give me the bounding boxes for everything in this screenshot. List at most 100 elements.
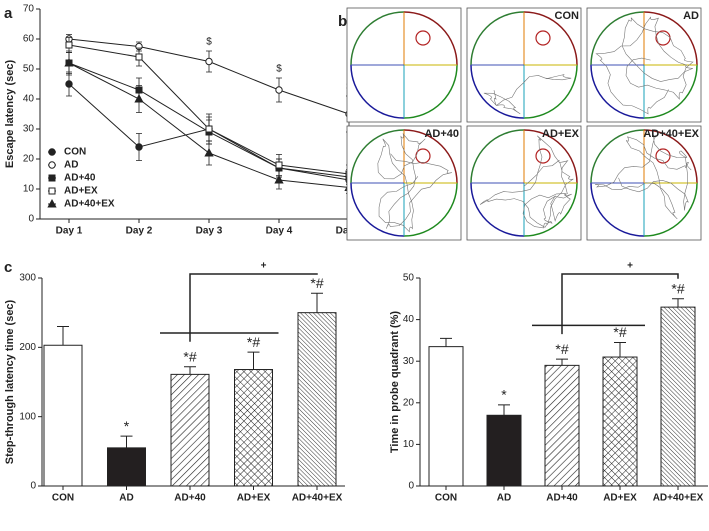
marker	[205, 125, 213, 133]
bar	[660, 306, 696, 487]
panel-label: c	[4, 259, 12, 276]
legend-label: AD	[64, 160, 78, 171]
annotation: *	[501, 387, 507, 403]
bar	[107, 447, 146, 487]
y-tick-label: 200	[19, 342, 36, 353]
y-tick-label: 0	[408, 481, 414, 492]
annotation: *	[124, 418, 130, 434]
platform	[655, 148, 671, 164]
x-tick-label: AD+40	[174, 493, 206, 504]
pool-arc	[403, 11, 458, 66]
bracket	[189, 273, 318, 342]
legend-marker	[48, 161, 56, 169]
marker	[275, 161, 283, 169]
pool-arc	[350, 129, 405, 184]
x-tick-label: AD+EX	[237, 493, 271, 504]
x-tick-label: AD+40+EX	[292, 493, 343, 504]
y-tick-label: 70	[23, 4, 35, 15]
legend-marker	[47, 198, 57, 208]
swim-path	[479, 135, 574, 229]
marker	[134, 93, 144, 103]
marker	[274, 174, 284, 184]
pool-arc	[403, 129, 458, 184]
platform	[655, 30, 671, 46]
x-tick-label: Day 4	[266, 226, 293, 237]
pool-arc	[590, 129, 645, 184]
pool-arc	[590, 11, 645, 66]
pool-arc	[590, 182, 645, 237]
bracket-label: +	[261, 261, 267, 272]
x-tick-label: AD	[497, 493, 511, 504]
annotation: $	[276, 64, 282, 75]
marker	[65, 80, 73, 88]
swim-path	[483, 74, 572, 115]
bracket	[561, 273, 679, 335]
platform	[535, 148, 551, 164]
y-tick-label: 10	[403, 439, 415, 450]
marker	[64, 57, 74, 67]
pool-arc	[523, 182, 578, 237]
x-tick-label: CON	[435, 493, 457, 504]
y-tick-label: 0	[30, 481, 36, 492]
pool-arc	[470, 64, 525, 119]
pool-arc	[403, 64, 458, 119]
pool-label: AD+EX	[542, 128, 580, 140]
x-tick-label: Day 1	[56, 226, 83, 237]
legend-label: AD+40+EX	[64, 199, 115, 210]
y-tick-label: 300	[19, 273, 36, 284]
annotation: $	[206, 37, 212, 48]
x-tick-label: AD	[119, 493, 133, 504]
marker	[204, 147, 214, 157]
bar	[602, 356, 638, 487]
legend-marker	[48, 187, 56, 195]
panel-label: a	[4, 5, 13, 22]
y-tick-label: 100	[19, 411, 36, 422]
bar	[486, 414, 522, 487]
pool-arc	[643, 64, 698, 119]
annotation: *#	[247, 334, 260, 350]
pool-arc	[470, 11, 525, 66]
x-tick-label: Day 2	[126, 226, 153, 237]
y-axis-title: Escape latency (sec)	[4, 60, 16, 169]
bar	[234, 369, 273, 487]
platform	[415, 30, 431, 46]
y-tick-label: 0	[28, 214, 34, 225]
bar	[428, 346, 464, 487]
y-tick-label: 40	[23, 94, 35, 105]
pool-arc	[643, 129, 698, 184]
pool-label: AD+40+EX	[643, 128, 699, 140]
bar	[544, 364, 580, 487]
pool-arc	[523, 11, 578, 66]
y-tick-label: 20	[23, 154, 35, 165]
pool-arc	[643, 182, 698, 237]
pool-label: AD	[683, 10, 699, 22]
annotation: *#	[671, 281, 684, 297]
pool-arc	[523, 129, 578, 184]
platform	[535, 30, 551, 46]
pool-arc	[470, 182, 525, 237]
y-tick-label: 50	[403, 273, 415, 284]
annotation: *#	[310, 275, 323, 291]
pool-arc	[643, 11, 698, 66]
legend-label: AD+40	[64, 173, 96, 184]
annotation: *#	[613, 324, 626, 340]
pool-arc	[590, 64, 645, 119]
marker	[65, 41, 73, 49]
marker	[135, 143, 143, 151]
pool-arc	[350, 64, 405, 119]
pool-label: CON	[555, 10, 580, 22]
legend-label: AD+EX	[64, 186, 98, 197]
y-tick-label: 30	[23, 124, 35, 135]
marker	[205, 57, 213, 66]
pool-arc	[350, 11, 405, 66]
x-tick-label: AD+40+EX	[653, 493, 704, 504]
y-tick-label: 20	[403, 397, 415, 408]
legend-marker	[48, 148, 56, 156]
bracket-label: +	[627, 261, 633, 272]
x-tick-label: AD+40	[546, 493, 578, 504]
annotation: *#	[183, 348, 196, 364]
legend-marker	[48, 174, 56, 182]
marker	[135, 53, 143, 61]
